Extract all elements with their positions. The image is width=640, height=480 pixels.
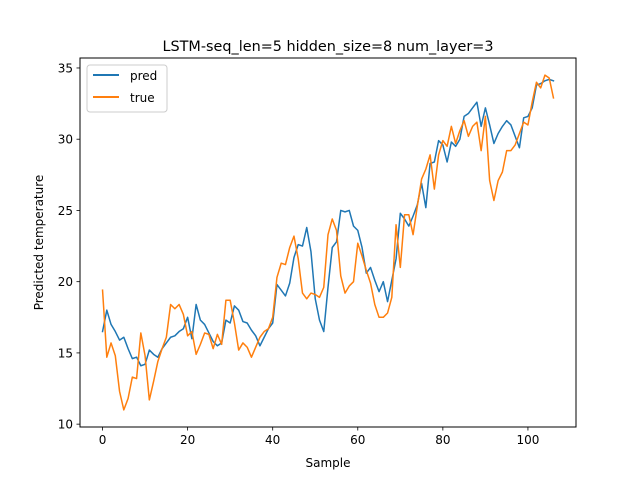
y-axis-label: Predicted temperature <box>32 175 46 311</box>
legend: pred true <box>86 64 168 113</box>
x-tick-label: 20 <box>180 433 195 447</box>
y-tick-label: 10 <box>58 418 73 432</box>
legend-box <box>86 64 168 113</box>
legend-label-pred: pred <box>130 69 157 83</box>
y-tick-label: 35 <box>58 61 73 75</box>
series-line-pred <box>101 78 555 367</box>
tick-layer: 0 20 40 60 80 100 10 15 20 25 30 35 <box>58 61 540 447</box>
series-layer <box>101 74 555 411</box>
legend-label-true: true <box>130 91 155 105</box>
x-tick-label: 100 <box>516 433 539 447</box>
x-tick-label: 40 <box>265 433 280 447</box>
y-tick-label: 15 <box>58 346 73 360</box>
plot-frame <box>79 57 577 428</box>
chart-title: LSTM-seq_len=5 hidden_size=8 num_layer=3 <box>162 39 493 55</box>
x-tick-label: 0 <box>99 433 107 447</box>
y-tick-label: 25 <box>58 204 73 218</box>
x-tick-label: 80 <box>435 433 450 447</box>
y-tick-label: 20 <box>58 275 73 289</box>
y-tick-label: 30 <box>58 133 73 147</box>
series-line-true <box>101 74 555 411</box>
x-axis-label: Sample <box>306 456 351 470</box>
x-tick-label: 60 <box>350 433 365 447</box>
